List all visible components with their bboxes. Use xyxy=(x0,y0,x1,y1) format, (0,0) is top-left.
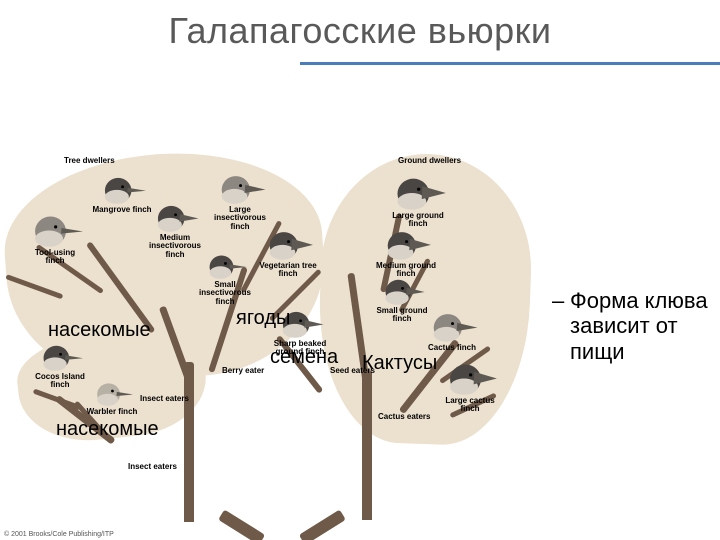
finch-head: Large insectivorous finch xyxy=(210,172,270,231)
category-label: Insect eaters xyxy=(140,394,189,403)
finch-head: Cactus finch xyxy=(422,310,482,352)
category-label: Ground dwellers xyxy=(398,156,461,165)
finch-head: Small insectivorous finch xyxy=(195,252,255,306)
category-label: Tree dwellers xyxy=(64,156,115,165)
finch-head: Mangrove finch xyxy=(92,174,152,214)
finch-head: Large cactus finch xyxy=(440,360,500,414)
right-trunk xyxy=(362,370,372,520)
slide: Галапагосские вьюрки – Форма клюва завис… xyxy=(0,0,720,540)
bullet-text: Форма клюва зависит от пищи xyxy=(570,288,708,364)
finch-head: Vegetarian tree finch xyxy=(258,228,318,279)
left-trunk xyxy=(184,362,194,522)
bullet-dash: – xyxy=(552,288,564,313)
bullet-item: – Форма клюва зависит от пищи xyxy=(570,288,715,364)
ru-label: насекомые xyxy=(48,320,151,341)
finch-head: Medium insectivorous finch xyxy=(145,202,205,259)
ru-label: ягоды xyxy=(236,308,290,329)
finch-head: Cocos Island finch xyxy=(30,342,90,390)
branch xyxy=(299,509,346,540)
title-underline xyxy=(300,62,720,65)
finch-head: Large ground finch xyxy=(388,174,448,229)
category-label: Cactus eaters xyxy=(378,412,430,421)
finch-head: Tool-using finch xyxy=(25,212,85,266)
finch-diagram: Tool-using finch Mangrove finch Medium i… xyxy=(0,142,540,540)
ru-label: семена xyxy=(270,347,338,368)
category-label: Berry eater xyxy=(222,366,264,375)
category-label: Insect eaters xyxy=(128,462,177,471)
ru-label: насекомые xyxy=(56,419,159,440)
copyright: © 2001 Brooks/Cole Publishing/ITP xyxy=(4,531,114,538)
branch xyxy=(218,509,265,540)
finch-head: Warbler finch xyxy=(82,380,142,416)
slide-title: Галапагосские вьюрки xyxy=(0,10,720,52)
ru-label: Кактусы xyxy=(362,353,437,374)
finch-head: Medium ground finch xyxy=(376,228,436,279)
